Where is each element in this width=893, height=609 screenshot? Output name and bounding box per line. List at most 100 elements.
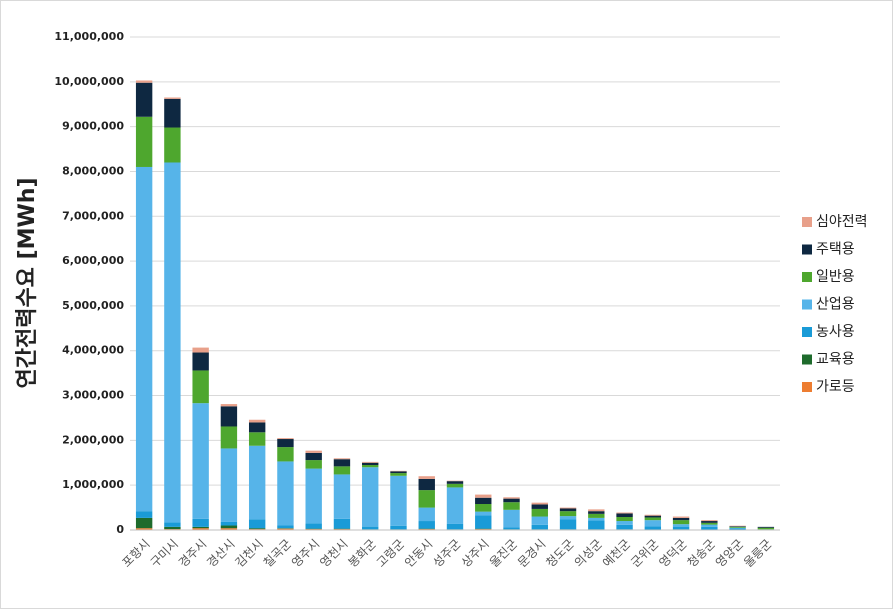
bar-segment xyxy=(418,507,435,522)
bar-segment xyxy=(616,512,633,514)
bar-segment xyxy=(644,514,662,516)
bar-segment xyxy=(531,504,548,509)
bar-segment xyxy=(503,509,520,528)
bar-segment xyxy=(277,528,294,530)
bar-segment xyxy=(192,370,209,404)
bar-segment xyxy=(418,478,435,491)
legend-swatch xyxy=(802,354,812,365)
bar-segment xyxy=(333,458,351,460)
bar-segment xyxy=(531,516,548,525)
bar-segment xyxy=(418,490,435,508)
legend-swatch xyxy=(802,272,812,282)
bar-segment xyxy=(672,516,690,518)
bar-segment xyxy=(588,511,605,514)
bar-segment xyxy=(135,166,153,512)
bar-segment xyxy=(616,521,633,525)
y-tick-label: 7,000,000 xyxy=(62,209,124,222)
bar-segment xyxy=(220,404,238,407)
bar-segment xyxy=(701,520,718,522)
bar-segment xyxy=(362,526,379,530)
bar-segment xyxy=(559,516,577,520)
y-tick-label: 11,000,000 xyxy=(54,30,124,43)
bar-segment xyxy=(701,526,718,530)
bar-segment xyxy=(277,525,294,529)
legend-swatch xyxy=(802,327,812,337)
bar-segment xyxy=(588,509,605,512)
bar-segment xyxy=(220,448,238,522)
bar-segment xyxy=(446,483,464,488)
bar-segment xyxy=(446,487,464,524)
bar-segment xyxy=(390,471,407,474)
bar-segment xyxy=(672,517,690,521)
bar-segment xyxy=(475,511,492,516)
bar-segment xyxy=(503,502,520,510)
bar-segment xyxy=(305,452,322,461)
bar-segment xyxy=(220,525,238,529)
bar-segment xyxy=(220,406,238,427)
legend-swatch xyxy=(802,299,812,310)
bar-segment xyxy=(135,116,153,167)
bar-segment xyxy=(418,476,435,479)
bar-segment xyxy=(644,526,662,530)
bar-segment xyxy=(192,352,209,371)
bar-segment xyxy=(305,523,322,529)
legend-label: 교육용 xyxy=(816,352,855,368)
bar-segment xyxy=(503,527,520,530)
y-tick-label: 1,000,000 xyxy=(62,478,124,491)
bar-segment xyxy=(248,419,266,423)
bar-segment xyxy=(701,521,718,523)
bar-segment xyxy=(390,475,407,526)
bar-segment xyxy=(729,528,746,530)
bar-segment xyxy=(757,527,775,530)
bar-segment xyxy=(164,522,181,527)
bar-segment xyxy=(192,403,209,519)
bar-segment xyxy=(192,526,209,529)
bar-segment xyxy=(164,98,181,128)
bar-segment xyxy=(164,162,181,523)
bar-segment xyxy=(531,502,548,505)
legend-label: 산업용 xyxy=(816,297,855,313)
bar-segment xyxy=(701,524,718,527)
y-axis-label: 연간전력수요 [MWh] xyxy=(15,177,40,388)
bar-segment xyxy=(729,526,746,528)
bar-segment xyxy=(220,426,238,449)
bar-segment xyxy=(757,526,775,528)
bar-segment xyxy=(248,519,266,529)
y-tick-label: 5,000,000 xyxy=(62,299,124,312)
y-tick-label: 8,000,000 xyxy=(62,164,124,177)
legend-swatch xyxy=(802,244,812,255)
bar-segment xyxy=(192,347,209,353)
bar-segment xyxy=(588,520,605,530)
bar-segment xyxy=(588,517,605,521)
bar-segment xyxy=(362,467,379,527)
bar-segment xyxy=(277,461,294,526)
bar-segment xyxy=(503,497,520,499)
bar-segment xyxy=(616,513,633,518)
y-tick-label: 0 xyxy=(116,523,124,536)
bar-segment xyxy=(333,474,351,519)
bar-segment xyxy=(644,520,662,527)
bar-segment xyxy=(192,528,209,530)
bar-segment xyxy=(305,460,322,469)
y-tick-label: 9,000,000 xyxy=(62,120,124,133)
bar-segment xyxy=(390,525,407,530)
bar-segment xyxy=(248,528,266,530)
bar-segment xyxy=(475,504,492,512)
y-tick-label: 4,000,000 xyxy=(62,344,124,357)
bar-segment xyxy=(390,473,407,476)
bar-segment xyxy=(616,524,633,530)
bar-segment xyxy=(701,522,718,525)
bar-segment xyxy=(333,466,351,475)
bar-segment xyxy=(333,518,351,529)
bar-segment xyxy=(559,519,577,530)
bar-segment xyxy=(164,127,181,163)
y-tick-label: 10,000,000 xyxy=(54,75,124,88)
bar-segment xyxy=(446,523,464,530)
legend-label: 주택용 xyxy=(816,242,855,258)
bar-segment xyxy=(531,524,548,530)
bar-segment xyxy=(418,521,435,529)
bar-segment xyxy=(475,515,492,529)
bar-segment xyxy=(248,422,266,433)
